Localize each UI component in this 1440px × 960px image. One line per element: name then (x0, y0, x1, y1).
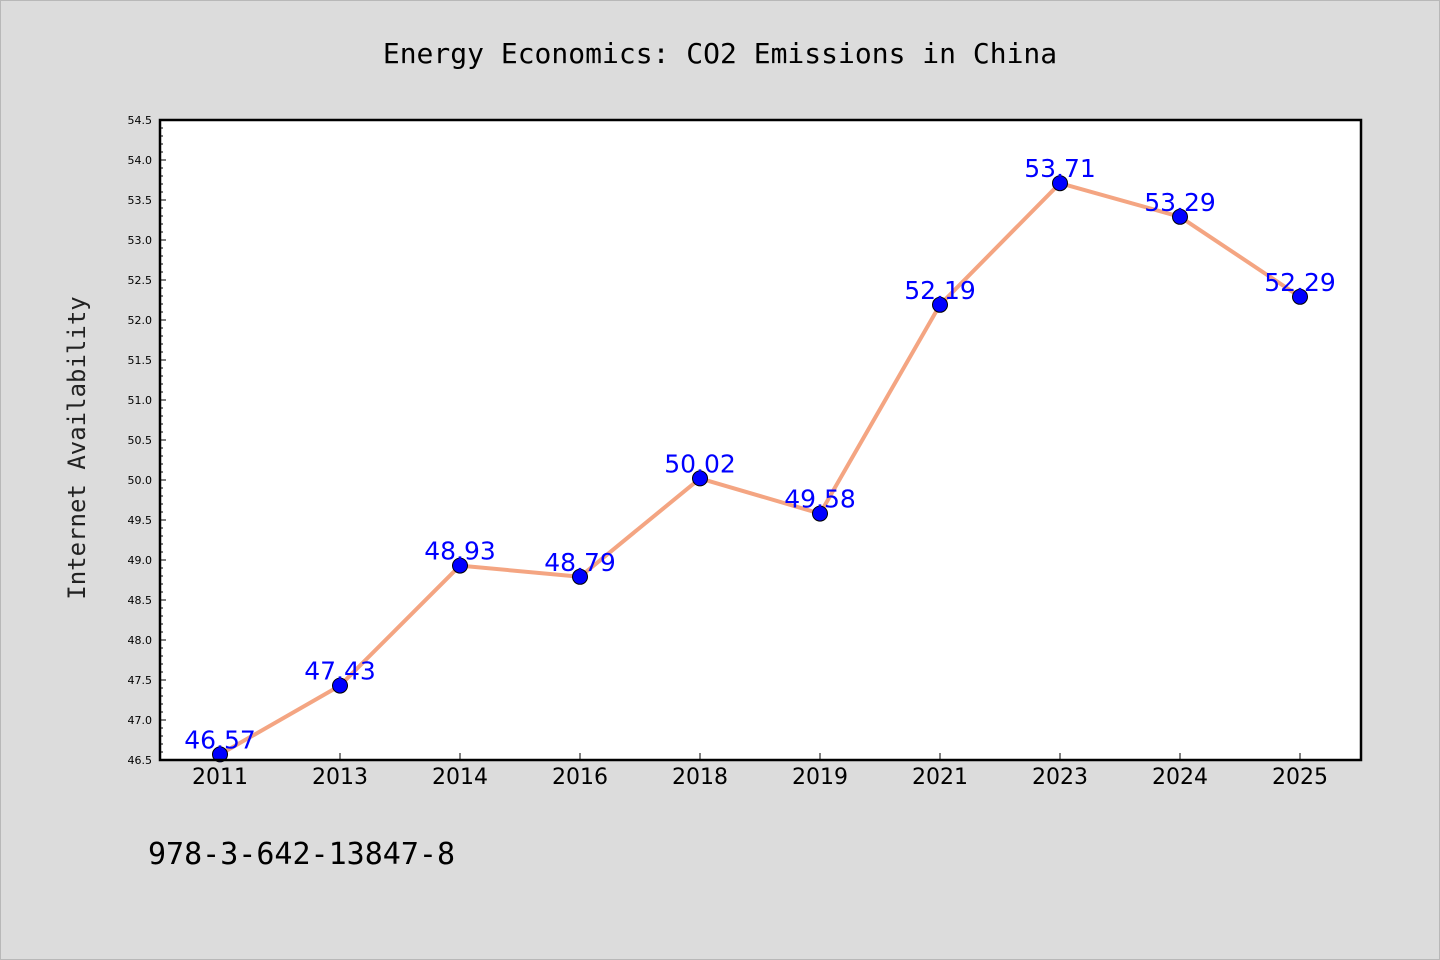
data-label-2019: 49.58 (784, 485, 856, 514)
y-tick-label-11: 52.0 (128, 314, 153, 327)
data-point-2013 (332, 677, 348, 694)
data-label-2016: 48.79 (544, 548, 616, 577)
data-point-2014 (452, 557, 468, 574)
y-tick-label-0: 46.5 (128, 754, 153, 767)
data-point-2011 (212, 746, 228, 763)
x-tick-label-0: 2011 (192, 765, 248, 790)
data-point-2024 (1172, 208, 1188, 225)
x-tick-label-6: 2021 (912, 765, 968, 790)
data-point-2018 (692, 470, 708, 487)
y-tick-label-13: 53.0 (128, 234, 153, 247)
data-label-2011: 46.57 (184, 725, 256, 754)
y-tick-label-15: 54.0 (128, 154, 153, 167)
plot-frame (158, 118, 1363, 762)
y-axis-ticks: 46.5 47.0 47.5 48.0 48.5 49.0 49.5 50.0 50.5 51.0… (128, 114, 166, 767)
y-tick-label-5: 49.0 (128, 554, 153, 567)
plot-area (160, 120, 1361, 760)
data-point-2021 (932, 296, 948, 313)
data-label-2023: 53.71 (1024, 154, 1096, 183)
x-tick-label-3: 2016 (552, 765, 608, 790)
y-tick-label-7: 50.0 (128, 474, 153, 487)
data-point-2019 (812, 505, 828, 522)
data-label-2018: 50.02 (664, 449, 736, 478)
x-tick-label-5: 2019 (792, 765, 848, 790)
y-tick-label-14: 53.5 (128, 194, 153, 207)
y-axis-label: Internet Availability (63, 296, 91, 599)
chart-title: Energy Economics: CO2 Emissions in China (383, 37, 1057, 70)
data-label-2024: 53.29 (1144, 188, 1216, 217)
data-label-2021: 52.19 (904, 276, 976, 305)
data-point-2025 (1292, 288, 1308, 305)
x-tick-label-8: 2024 (1152, 765, 1208, 790)
x-tick-label-4: 2018 (672, 765, 728, 790)
x-tick-label-9: 2025 (1272, 765, 1328, 790)
x-tick-label-2: 2014 (432, 765, 488, 790)
y-tick-label-6: 49.5 (128, 514, 153, 527)
series-layer: 46.57 47.43 48.93 48.79 50.02 49.58 52.19 53.71… (184, 154, 1336, 763)
data-label-2025: 52.29 (1264, 268, 1336, 297)
data-label-2013: 47.43 (304, 657, 376, 686)
y-tick-label-4: 48.5 (128, 594, 153, 607)
y-tick-label-12: 52.5 (128, 274, 153, 287)
y-tick-label-16: 54.5 (128, 114, 153, 127)
x-tick-label-7: 2023 (1032, 765, 1088, 790)
y-tick-label-2: 47.5 (128, 674, 153, 687)
data-label-2014: 48.93 (424, 537, 496, 566)
y-tick-label-3: 48.0 (128, 634, 153, 647)
data-point-2023 (1052, 175, 1068, 192)
y-tick-label-10: 51.5 (128, 354, 153, 367)
x-axis-ticks: 2011 2013 2014 2016 2018 2019 2021 2023 2024 2025 (192, 753, 1328, 790)
footer-identifier: 978-3-642-13847-8 (148, 837, 455, 872)
series-line-0 (218, 181, 1302, 757)
data-point-2016 (572, 568, 588, 585)
y-tick-label-9: 51.0 (128, 394, 153, 407)
y-tick-label-1: 47.0 (128, 714, 153, 727)
x-tick-label-1: 2013 (312, 765, 368, 790)
y-tick-label-8: 50.5 (128, 434, 153, 447)
